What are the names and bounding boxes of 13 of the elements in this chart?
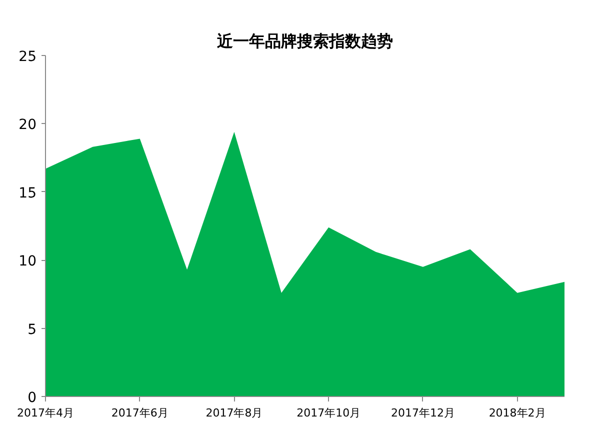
x-tick-label: 2017年8月 <box>206 406 263 420</box>
x-tick-label: 2018年2月 <box>488 406 546 420</box>
y-tick-label: 5 <box>28 322 37 338</box>
y-tick-label: 20 <box>18 117 37 134</box>
y-tick-label: 25 <box>18 49 37 65</box>
x-tick-label: 2017年10月 <box>296 406 361 420</box>
y-tick-label: 10 <box>18 254 37 270</box>
y-tick-label: 15 <box>18 185 37 202</box>
chart-title: 近一年品牌搜索指数趋势 <box>216 32 393 50</box>
y-tick-label: 0 <box>28 390 37 406</box>
x-tick-label: 2017年6月 <box>111 406 168 420</box>
x-tick-label: 2017年4月 <box>17 406 74 420</box>
x-tick-label: 2017年12月 <box>390 406 455 420</box>
